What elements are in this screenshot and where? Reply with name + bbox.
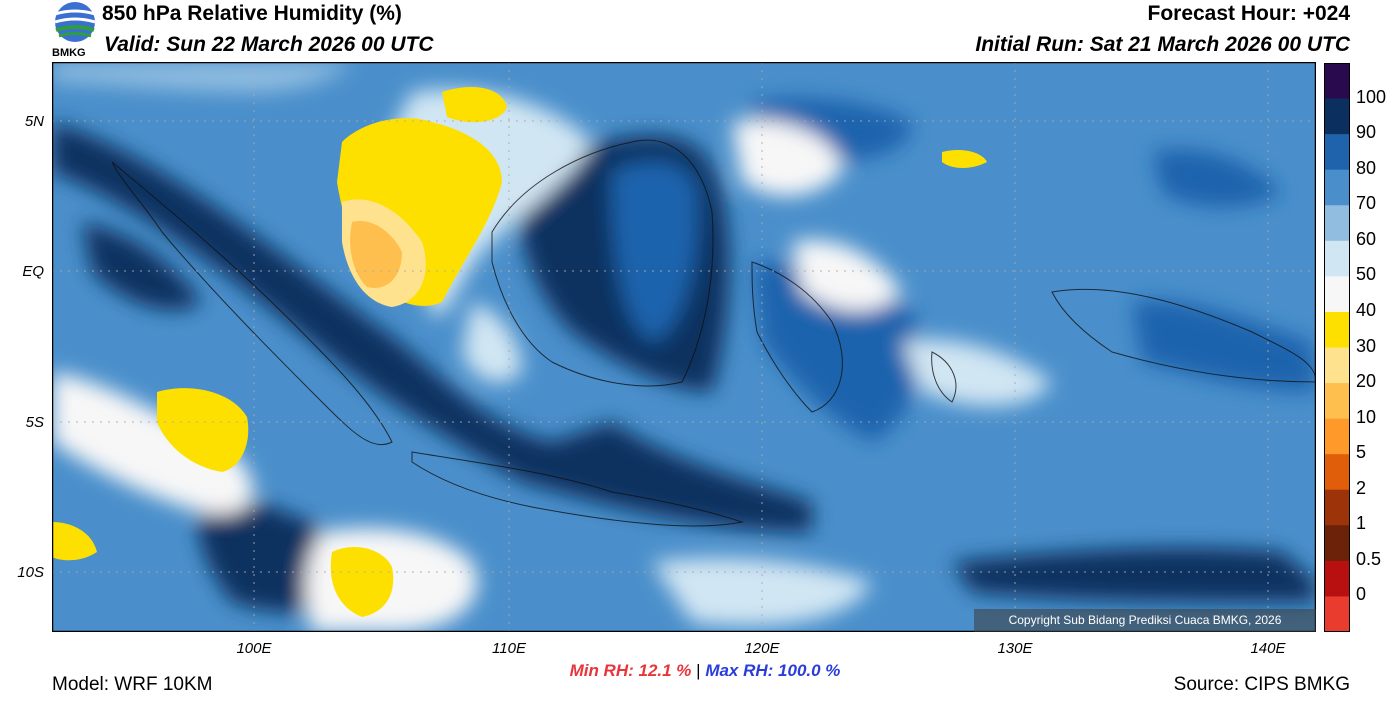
colorbar-swatch [1324, 240, 1350, 277]
colorbar-label: 90 [1356, 122, 1377, 143]
forecast-hour: Forecast Hour: +024 [1147, 2, 1351, 25]
colorbar-label: 30 [1356, 335, 1377, 356]
colorbar-swatch [1324, 454, 1350, 491]
model-label: Model: WRF 10KM [52, 674, 213, 695]
colorbar-label: 80 [1356, 157, 1377, 178]
colorbar-swatch [1324, 383, 1350, 420]
colorbar-label: 10 [1356, 406, 1377, 427]
colorbar-label: 40 [1356, 299, 1377, 320]
colorbar-swatch [1324, 134, 1350, 171]
logo-text: BMKG [52, 47, 86, 59]
colorbar-label: 20 [1356, 371, 1377, 392]
colorbar-swatch [1324, 560, 1350, 597]
colorbar-label: 0.5 [1356, 548, 1382, 569]
colorbar-swatch [1324, 63, 1350, 100]
min-max-separator: | [696, 661, 701, 680]
lon-label-130e: 130E [997, 640, 1033, 657]
colorbar-label: 100 [1356, 86, 1387, 107]
min-max-readout: Min RH: 12.1 % | Max RH: 100.0 % [0, 661, 1400, 681]
copyright-notice: Copyright Sub Bidang Prediksi Cuaca BMKG… [974, 609, 1316, 632]
colorbar-swatch [1324, 347, 1350, 384]
lat-label-eq: EQ [22, 263, 44, 280]
colorbar-swatch [1324, 98, 1350, 135]
humidity-map [51, 61, 1317, 633]
lat-label-10s: 10S [17, 564, 44, 581]
colorbar-label: 1 [1356, 513, 1367, 534]
colorbar-swatch [1324, 489, 1350, 526]
colorbar-swatch [1324, 525, 1350, 562]
colorbar-swatch [1324, 418, 1350, 455]
initial-run: Initial Run: Sat 21 March 2026 00 UTC [975, 33, 1350, 56]
page-title: 850 hPa Relative Humidity (%) [102, 2, 402, 25]
lon-label-100e: 100E [236, 640, 272, 657]
lon-label-140e: 140E [1250, 640, 1286, 657]
colorbar-swatch [1324, 205, 1350, 242]
valid-time: Valid: Sun 22 March 2026 00 UTC [104, 33, 434, 56]
colorbar-label: 0 [1356, 584, 1367, 605]
colorbar-label: 70 [1356, 193, 1377, 214]
min-rh: Min RH: 12.1 % [569, 661, 692, 680]
lat-label-5s: 5S [25, 414, 44, 431]
colorbar-label: 5 [1356, 442, 1367, 463]
colorbar-swatch [1324, 596, 1350, 633]
colorbar-label: 50 [1356, 264, 1377, 285]
colorbar [1324, 63, 1350, 633]
colorbar-label: 60 [1356, 228, 1377, 249]
max-rh: Max RH: 100.0 % [705, 661, 841, 680]
bmkg-logo-icon [50, 0, 100, 62]
colorbar-swatch [1324, 311, 1350, 348]
colorbar-swatch [1324, 276, 1350, 313]
colorbar-label: 2 [1356, 477, 1367, 498]
lat-label-5n: 5N [24, 113, 44, 130]
lon-label-120e: 120E [744, 640, 780, 657]
lon-label-110e: 110E [492, 640, 526, 657]
source-label: Source: CIPS BMKG [1173, 674, 1350, 695]
colorbar-swatch [1324, 169, 1350, 206]
